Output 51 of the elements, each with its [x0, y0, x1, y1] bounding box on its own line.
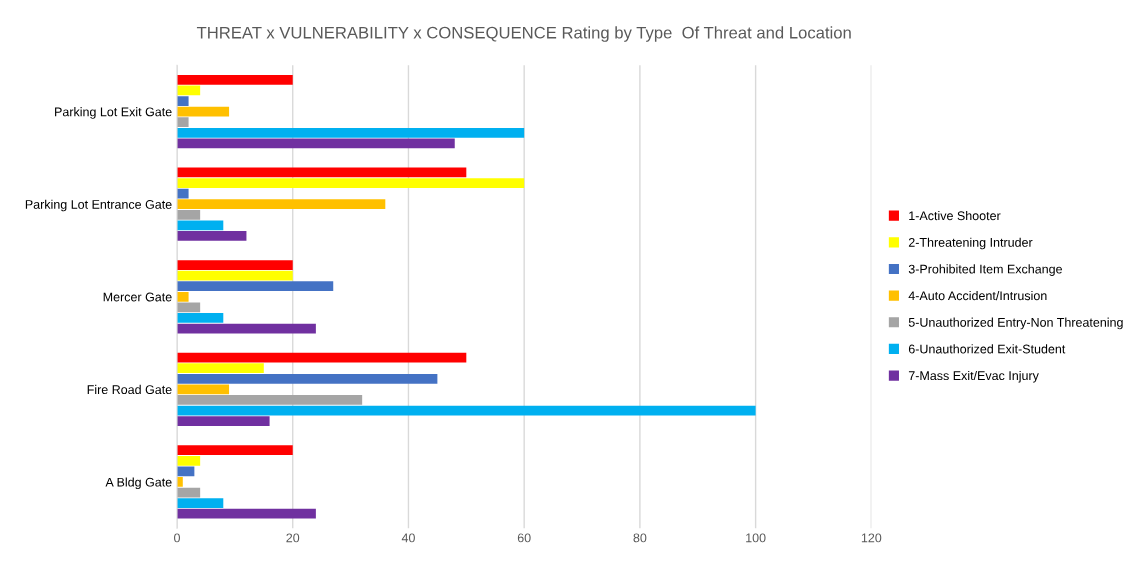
y-tick-label: Parking Lot Exit Gate: [55, 107, 172, 119]
bar: [177, 395, 363, 405]
legend-label: 7-Mass Exit/Evac Injury: [908, 370, 1039, 383]
bar: [177, 455, 201, 466]
x-tick-label: 60: [517, 533, 531, 543]
bar: [177, 508, 316, 519]
bar: [177, 138, 455, 149]
x-tick-label: 20: [286, 533, 300, 543]
bar: [177, 405, 756, 416]
bar: [177, 117, 189, 128]
bar: [177, 352, 467, 363]
y-tick-label: A Bldg Gate: [105, 477, 172, 490]
legend-label: 6-Unauthorized Exit-Student: [908, 344, 1066, 354]
bar: [177, 445, 293, 456]
bar: [177, 209, 201, 220]
bar: [177, 220, 224, 231]
legend-label: 3-Prohibited Item Exchange: [908, 264, 1062, 276]
bar: [177, 291, 189, 302]
bar: [177, 270, 293, 281]
y-tick-label: Fire Road Gate: [87, 384, 172, 395]
bar: [177, 127, 525, 138]
bar: [177, 416, 270, 426]
bar: [177, 323, 316, 334]
bar: [177, 363, 264, 374]
bar: [177, 498, 224, 508]
legend-label: 2-Threatening Intruder: [908, 237, 1033, 250]
bar: [177, 302, 201, 313]
legend-label: 1-Active Shooter: [909, 211, 1001, 221]
legend-label: 4-Auto Accident/Intrusion: [908, 290, 1047, 301]
bar: [177, 178, 525, 188]
bar: [177, 260, 293, 270]
bar: [177, 313, 224, 323]
bar: [177, 384, 230, 395]
bar: [177, 231, 247, 241]
bar: [177, 106, 230, 117]
bar: [177, 167, 467, 178]
x-tick-label: 120: [861, 533, 882, 543]
y-tick-label: Parking Lot Entrance Gate: [25, 199, 172, 212]
bar: [177, 373, 438, 384]
bar: [177, 96, 189, 106]
chart-title: THREAT x VULNERABILITY x CONSEQUENCE Rating by Type Of Threat and Location: [196, 26, 851, 42]
bar: [177, 199, 386, 210]
legend-label: 5-Unauthorized Entry-Non Threatening: [908, 317, 1123, 330]
bar: [177, 466, 195, 477]
bar: [177, 75, 293, 85]
y-tick-label: Mercer Gate: [103, 292, 172, 302]
bar: [177, 281, 334, 292]
x-tick-label: 0: [174, 533, 180, 543]
x-tick-label: 80: [633, 533, 647, 543]
x-tick-label: 100: [746, 533, 766, 543]
x-tick-label: 40: [401, 533, 415, 543]
